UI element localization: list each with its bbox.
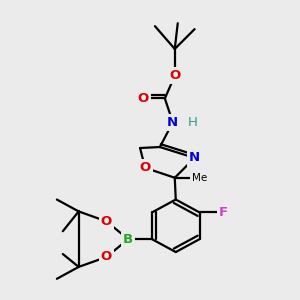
Text: B: B	[123, 233, 133, 246]
Text: N: N	[167, 116, 178, 129]
Text: N: N	[189, 152, 200, 164]
Text: F: F	[219, 206, 228, 219]
Text: O: O	[101, 250, 112, 263]
Text: O: O	[140, 161, 151, 174]
Text: O: O	[101, 215, 112, 228]
Text: Me: Me	[192, 173, 207, 183]
Text: O: O	[137, 92, 149, 105]
Text: H: H	[188, 116, 197, 129]
Text: O: O	[169, 69, 180, 82]
